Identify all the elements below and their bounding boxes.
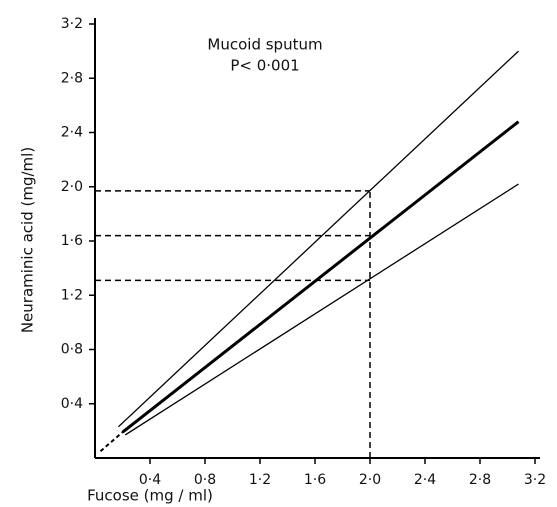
y-axis-label: Neuraminic acid (mg/ml): [19, 147, 37, 333]
x-tick-label: 2·4: [414, 472, 436, 488]
x-axis-label: Fucose (mg / ml): [87, 487, 213, 505]
y-tick-label: 3·2: [61, 16, 83, 32]
y-tick-label: 2·4: [61, 125, 83, 141]
x-tick-label: 1·2: [249, 472, 271, 488]
annotation: P< 0·001: [230, 57, 299, 75]
x-tick-label: 0·8: [194, 472, 216, 488]
x-tick-label: 0·4: [139, 472, 161, 488]
y-tick-label: 1·6: [61, 233, 83, 249]
x-tick-label: 2·0: [359, 472, 381, 488]
regression-line: [99, 431, 124, 452]
x-tick-label: 3·2: [524, 472, 546, 488]
y-tick-label: 2·0: [61, 179, 83, 195]
regression-line: [121, 120, 520, 434]
y-tick-label: 2·8: [61, 70, 83, 86]
y-tick-label: 0·8: [61, 342, 83, 358]
regression-line: [117, 50, 519, 428]
annotation: Mucoid sputum: [207, 36, 322, 54]
regression-line: [124, 183, 519, 436]
x-tick-label: 1·6: [304, 472, 326, 488]
x-tick-label: 2·8: [469, 472, 491, 488]
y-tick-label: 0·4: [61, 396, 83, 412]
y-tick-label: 1·2: [61, 287, 83, 303]
